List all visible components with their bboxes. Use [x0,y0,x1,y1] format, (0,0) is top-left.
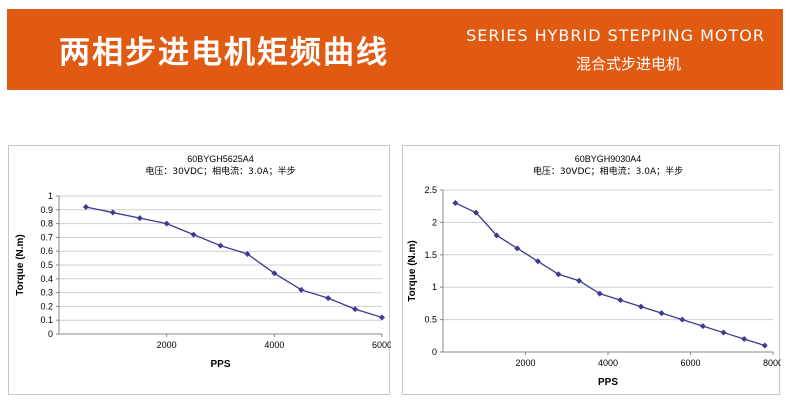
chart-panel-60bygh9030a4: 60BYGH9030A4 电压：30VDC；相电流：3.0A；半步 0 0.5 1 1.5… [402,145,781,395]
x-axis-title: PPS [598,377,618,388]
data-point [82,204,89,211]
y-tick-label: 2.5 [424,185,437,195]
y-tick-label: 0.8 [40,219,53,229]
data-point [352,306,359,313]
data-point [298,286,305,293]
chart-subtitle: 电压：30VDC；相电流：3.0A；半步 [145,165,295,177]
data-point [325,295,332,302]
data-point [244,250,251,257]
series-subtitle-cn: 混合式步进电机 [575,55,681,73]
y-axis-title: Torque (N.m) [15,234,26,295]
x-tick-label: 4000 [264,340,284,350]
data-point [534,258,541,265]
data-point [136,215,143,222]
y-tick-label: 0.6 [40,246,53,256]
data-point [217,242,224,249]
page-title: 两相步进电机矩频曲线 [59,35,389,71]
data-point [493,232,500,239]
chart-title: 60BYGH9030A4 [575,154,642,164]
data-point [190,231,197,238]
y-tick-label: 0.1 [40,315,53,325]
data-point [720,329,727,336]
data-point [271,270,278,277]
data-point [761,342,768,349]
y-tick-label: 0.2 [40,301,53,311]
series-line [85,206,383,319]
y-tick-label: 0.5 [40,260,53,270]
data-point [555,271,562,278]
x-axis-title: PPS [210,359,230,370]
data-point [658,310,665,317]
data-point [596,290,603,297]
y-tick-label: 0 [432,347,437,357]
x-tick-label: 8000 [763,358,781,368]
y-tick-label: 0 [48,329,53,339]
y-tick-label: 1.5 [424,250,437,260]
chart-subtitle: 电压：30VDC；相电流：3.0A；半步 [533,165,683,177]
x-tick-label: 2000 [157,340,177,350]
data-point [679,316,686,323]
data-point [452,199,459,206]
y-tick-label: 2 [432,217,437,227]
y-tick-label: 0.7 [40,232,53,242]
x-tick-label: 6000 [372,340,391,350]
header-banner: 两相步进电机矩频曲线 SERIES HYBRID STEPPING MOTOR … [7,9,783,90]
data-point [163,220,170,227]
x-tick-label: 4000 [598,358,618,368]
chart-panel-60bygh5625a4: 60BYGH5625A4 电压：30VDC；相电流：3.0A；半步 0 0.1 0.2 0… [8,145,391,395]
x-tick-label: 2000 [515,358,535,368]
y-tick-label: 0.4 [40,274,53,284]
y-tick-label: 1 [48,191,53,201]
data-point [576,277,583,284]
data-point [473,209,479,216]
data-point [514,245,521,252]
data-point [109,209,116,216]
data-point [699,323,706,330]
chart-title: 60BYGH5625A4 [187,154,254,164]
series-subtitle-en: SERIES HYBRID STEPPING MOTOR [466,26,765,45]
data-point [617,297,624,304]
y-axis-title: Torque (N.m) [407,240,418,301]
y-tick-label: 0.3 [40,288,53,298]
y-tick-label: 0.9 [40,205,53,215]
y-tick-label: 0.5 [424,315,437,325]
x-tick-label: 6000 [680,358,700,368]
series-line [455,202,765,347]
data-point [638,303,644,310]
y-tick-label: 1 [432,282,437,292]
data-point [741,336,748,343]
data-point [379,314,385,321]
